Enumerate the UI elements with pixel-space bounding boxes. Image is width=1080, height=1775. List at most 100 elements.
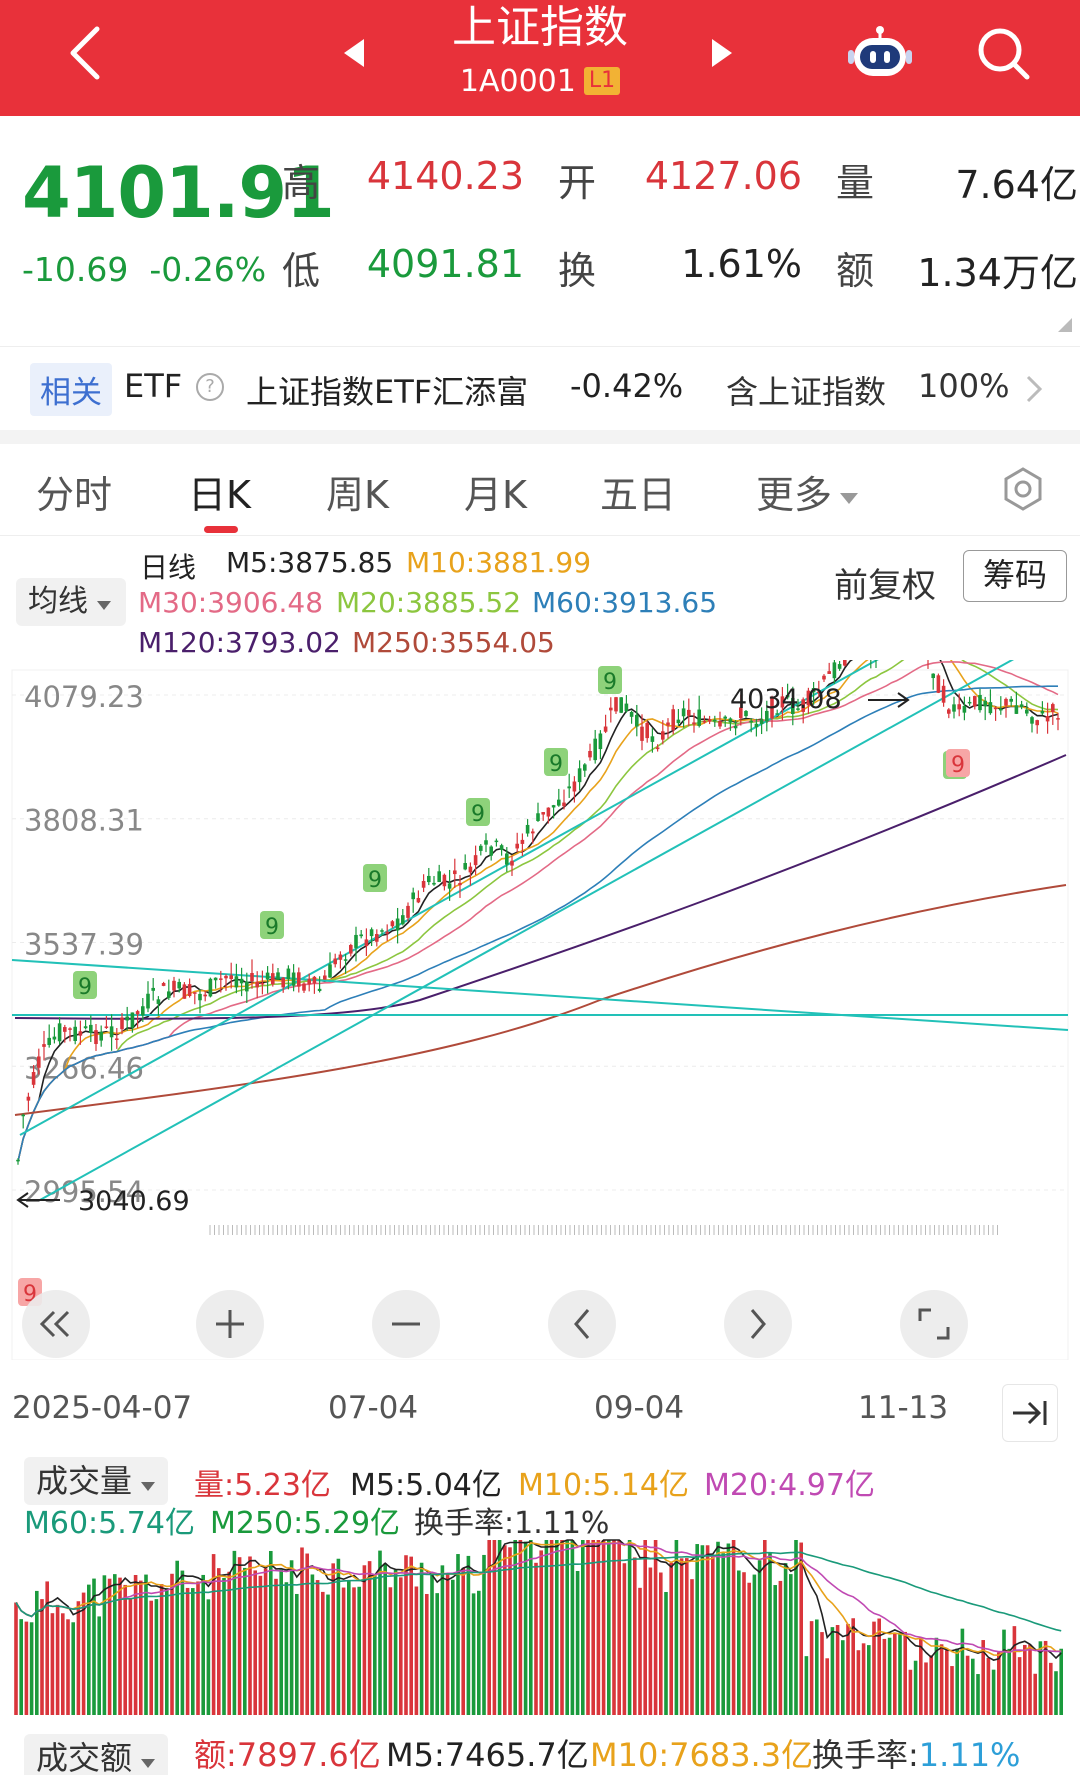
candle-body (89, 1024, 93, 1033)
candle-body (182, 984, 187, 999)
plus-icon (216, 1310, 244, 1338)
volume-selector[interactable]: 成交量 (24, 1457, 169, 1505)
search-icon (978, 28, 1030, 80)
candle-body (650, 736, 655, 742)
chip-distribution-button[interactable]: 筹码 (963, 550, 1067, 602)
tab-more[interactable]: 更多 (756, 464, 860, 519)
candle-body (104, 1026, 109, 1028)
next-stock-button[interactable] (702, 28, 742, 78)
candle-body (983, 700, 987, 707)
candle-body (130, 1012, 135, 1028)
volume-chart[interactable] (0, 1530, 1080, 1720)
candle-body (31, 1072, 36, 1085)
zoom-out-button[interactable] (372, 1290, 440, 1358)
candle-body (234, 976, 239, 988)
volume-bar (133, 1574, 138, 1715)
ma20-value: M20:3885.52 (336, 586, 522, 619)
candle-body (83, 1026, 88, 1029)
level-badge: L1 (583, 67, 621, 95)
candle-body (395, 918, 400, 931)
search-button[interactable] (968, 18, 1038, 88)
candle-body (468, 866, 473, 873)
tab-intraday[interactable]: 分时 (36, 473, 113, 517)
previous-stock-button[interactable] (334, 28, 374, 78)
volume-value: 7.64亿 (955, 163, 1078, 207)
zoom-in-button[interactable] (196, 1290, 264, 1358)
volume-bar (653, 1540, 658, 1715)
etf-change: -0.42% (570, 367, 684, 405)
adjust-button[interactable]: 前复权 (834, 566, 936, 606)
volume-m60-line (15, 1551, 1062, 1632)
candle-body (931, 673, 935, 679)
candle-body (1045, 716, 1050, 722)
amount-selector[interactable]: 成交额 (24, 1734, 169, 1775)
volume-m20-line (15, 1542, 1062, 1654)
ma-period: 日线 (140, 551, 197, 584)
volume-bar (544, 1540, 549, 1715)
amount-selector-label: 成交额 (36, 1739, 133, 1775)
arrow-to-end-icon (1013, 1401, 1047, 1425)
ma60-line (17, 685, 1058, 1162)
volume-bar (310, 1574, 315, 1715)
candle-body (973, 696, 977, 707)
candle-body (453, 870, 457, 875)
volume-bar (35, 1590, 39, 1715)
volume-bar (388, 1587, 393, 1715)
related-etf-row[interactable]: 相关 ETF ? 上证指数ETF汇添富 -0.42% 含上证指数 100% (0, 346, 1080, 428)
settings-icon[interactable] (1000, 466, 1046, 512)
expand-corner-icon[interactable] (1058, 318, 1072, 332)
volume-bar (861, 1643, 866, 1715)
volume-bar (747, 1582, 751, 1715)
volume-bar (1023, 1644, 1027, 1715)
back-button[interactable] (55, 18, 115, 88)
ma120-value: M120:3793.02 (138, 626, 341, 659)
indicator-selector[interactable]: 均线 (16, 578, 126, 626)
candle-body (99, 1031, 103, 1041)
volume-bar (321, 1591, 325, 1715)
candlestick-chart[interactable]: 4079.23 3808.31 3537.39 3266.46 2995.54 9 9 9 9… (0, 660, 1080, 1360)
volume-bar (1043, 1640, 1048, 1715)
candle-body (291, 972, 296, 986)
volume-bar (61, 1613, 65, 1715)
candle-body (219, 978, 223, 980)
candle-body (276, 972, 280, 980)
candle-body (827, 671, 831, 674)
candle-body (245, 981, 249, 992)
caret-down-icon (141, 1759, 156, 1768)
zoom-out-far-button[interactable] (22, 1290, 90, 1358)
volume-bar (570, 1540, 575, 1715)
candle-body (1009, 698, 1013, 702)
volume-bar (711, 1556, 715, 1715)
volume-bar (903, 1631, 907, 1715)
candle-body (687, 709, 691, 716)
tab-five-day[interactable]: 五日 (600, 473, 677, 517)
volume-bar (373, 1575, 377, 1715)
candle-body (302, 983, 306, 991)
fullscreen-button[interactable] (900, 1290, 968, 1358)
volume-bar (206, 1599, 211, 1715)
help-icon[interactable]: ? (196, 373, 224, 401)
tab-daily-k[interactable]: 日K (188, 473, 251, 517)
nine-turn-badge (73, 971, 97, 999)
jump-to-latest-button[interactable] (1002, 1384, 1058, 1442)
tab-monthly-k[interactable]: 月K (464, 473, 527, 517)
volume-bar (50, 1613, 55, 1715)
candle-body (333, 958, 337, 965)
candle-body (260, 982, 265, 985)
nine-turn-count: 9 (549, 752, 563, 777)
candle-body (562, 802, 566, 807)
volume-bar (555, 1540, 559, 1715)
candle-body (1025, 709, 1029, 714)
amount-label: 额 (836, 249, 875, 293)
volume-bar (456, 1554, 460, 1715)
tab-weekly-k[interactable]: 周K (326, 473, 389, 517)
etf-name: 上证指数ETF汇添富 (246, 373, 529, 411)
ai-assistant-button[interactable] (845, 18, 915, 88)
volume-bar (955, 1648, 959, 1715)
scroll-left-button[interactable] (548, 1290, 616, 1358)
candle-body (224, 975, 228, 979)
volume-bar (664, 1591, 668, 1715)
candle-body (416, 897, 421, 903)
scroll-right-button[interactable] (724, 1290, 792, 1358)
related-tag: 相关 (30, 363, 112, 416)
